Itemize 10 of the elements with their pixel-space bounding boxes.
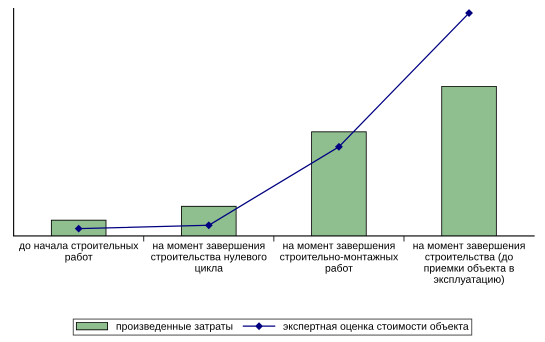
x-tick-label: на момент завершения строительно-монтажных работ <box>280 243 398 274</box>
x-tick-label: на момент завершения строительства нулевого цикла <box>151 243 266 274</box>
point <box>205 222 212 229</box>
x-tick-label: до начала строительных работ <box>19 243 138 263</box>
point <box>335 143 343 150</box>
point <box>465 9 473 17</box>
legend-label: экспертная оценка стоимости объекта <box>283 322 469 332</box>
legend-label: произведенные затраты <box>116 324 232 332</box>
point <box>75 224 82 232</box>
x-tick-label: на момент завершения строительства (до приемки объекта в эксплуатацию) <box>413 243 525 286</box>
